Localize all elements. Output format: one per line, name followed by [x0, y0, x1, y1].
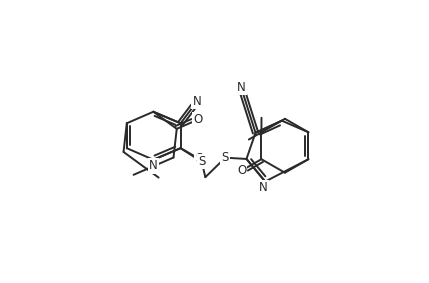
Text: O: O — [193, 113, 202, 126]
Text: N: N — [237, 81, 245, 94]
Text: N: N — [193, 95, 201, 108]
Text: S: S — [222, 151, 229, 164]
Text: N: N — [259, 181, 268, 194]
Text: N: N — [149, 159, 158, 172]
Text: S: S — [196, 152, 203, 165]
Text: S: S — [198, 155, 205, 168]
Text: O: O — [237, 164, 246, 177]
